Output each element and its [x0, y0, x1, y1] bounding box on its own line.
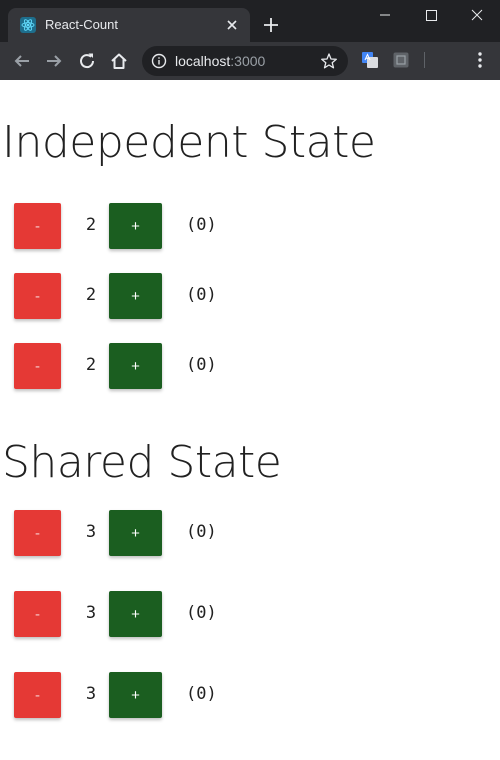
shared-state-title: Shared State [2, 437, 282, 488]
back-arrow-icon[interactable] [11, 50, 33, 72]
counter-row: - 3 + (0) [0, 510, 500, 556]
react-logo-icon [20, 17, 36, 33]
click-count: (0) [186, 285, 217, 305]
extension-icon[interactable] [393, 52, 409, 68]
home-icon[interactable] [108, 50, 130, 72]
independent-state-title: Indepedent State [2, 117, 376, 168]
url-text[interactable]: localhost:3000 [175, 53, 265, 69]
count-value: 2 [85, 355, 97, 375]
count-value: 2 [85, 215, 97, 235]
decrement-button[interactable]: - [14, 591, 61, 637]
counter-row: - 2 + (0) [0, 203, 500, 249]
increment-button[interactable]: + [109, 672, 162, 718]
translate-extension-icon[interactable] [361, 51, 379, 69]
browser-chrome: React-Count [0, 0, 500, 80]
new-tab-icon[interactable] [260, 14, 282, 36]
click-count: (0) [186, 215, 217, 235]
increment-button[interactable]: + [109, 591, 162, 637]
click-count: (0) [186, 355, 217, 375]
reload-icon[interactable] [76, 50, 98, 72]
increment-button[interactable]: + [109, 510, 162, 556]
click-count: (0) [186, 684, 217, 704]
click-count: (0) [186, 603, 217, 623]
forward-arrow-icon[interactable] [43, 50, 65, 72]
tab-strip: React-Count [0, 0, 500, 42]
counter-row: - 3 + (0) [0, 672, 500, 718]
decrement-button[interactable]: - [14, 273, 61, 319]
minimize-icon[interactable] [362, 0, 408, 30]
decrement-button[interactable]: - [14, 203, 61, 249]
decrement-button[interactable]: - [14, 510, 61, 556]
browser-toolbar: localhost:3000 [0, 42, 500, 80]
toolbar-separator [424, 52, 425, 68]
tab-react-count[interactable]: React-Count [8, 8, 250, 42]
increment-button[interactable]: + [109, 273, 162, 319]
bookmark-star-icon[interactable] [320, 52, 338, 70]
more-menu-icon[interactable] [474, 51, 486, 69]
count-value: 2 [85, 285, 97, 305]
url-host: localhost [175, 53, 231, 69]
click-count: (0) [186, 522, 217, 542]
decrement-button[interactable]: - [14, 343, 61, 389]
close-window-icon[interactable] [454, 0, 500, 30]
counter-row: - 2 + (0) [0, 273, 500, 319]
info-icon[interactable] [151, 53, 167, 69]
increment-button[interactable]: + [109, 343, 162, 389]
count-value: 3 [85, 684, 97, 704]
address-bar[interactable]: localhost:3000 [142, 46, 348, 76]
tab-title: React-Count [45, 17, 118, 32]
counter-row: - 3 + (0) [0, 591, 500, 637]
count-value: 3 [85, 603, 97, 623]
decrement-button[interactable]: - [14, 672, 61, 718]
counter-row: - 2 + (0) [0, 343, 500, 389]
maximize-icon[interactable] [408, 0, 454, 30]
increment-button[interactable]: + [109, 203, 162, 249]
close-tab-icon[interactable] [222, 15, 242, 35]
count-value: 3 [85, 522, 97, 542]
url-port: :3000 [230, 53, 266, 69]
